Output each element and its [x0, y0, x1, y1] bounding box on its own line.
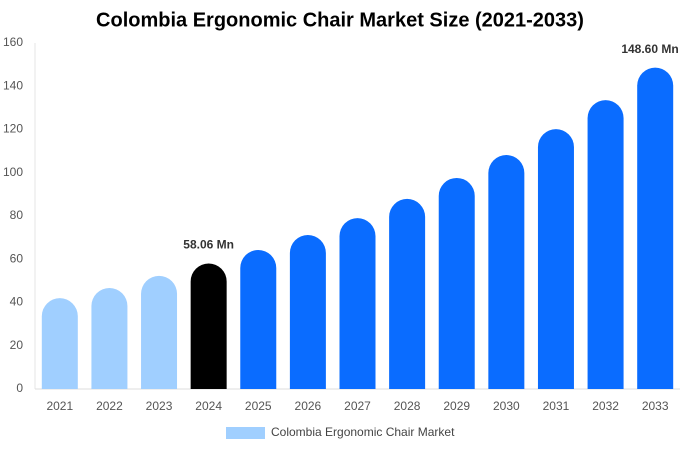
- bar: [91, 288, 128, 389]
- bar: [389, 198, 426, 389]
- x-tick-label: 2021: [46, 399, 73, 413]
- y-tick-label: 100: [3, 165, 23, 179]
- x-tick-label: 2023: [146, 399, 173, 413]
- bar: [488, 155, 525, 389]
- y-tick-label: 40: [10, 295, 24, 309]
- bar: [240, 249, 277, 389]
- y-tick-label: 140: [3, 78, 23, 92]
- bar: [190, 263, 227, 389]
- x-tick-label: 2026: [295, 399, 322, 413]
- bar: [41, 298, 78, 389]
- data-label: 148.60 Mn: [621, 42, 678, 56]
- y-tick-label: 160: [3, 35, 23, 49]
- y-tick-label: 20: [10, 338, 24, 352]
- y-tick-label: 80: [10, 208, 24, 222]
- bar: [141, 275, 178, 389]
- bar: [637, 67, 674, 389]
- bar: [537, 129, 574, 389]
- data-label: 58.06 Mn: [183, 238, 234, 252]
- x-tick-label: 2030: [493, 399, 520, 413]
- y-tick-label: 0: [16, 381, 23, 395]
- y-tick-label: 60: [10, 251, 24, 265]
- x-tick-label: 2033: [642, 399, 669, 413]
- x-tick-label: 2024: [195, 399, 222, 413]
- x-tick-label: 2029: [443, 399, 470, 413]
- bar: [587, 100, 624, 389]
- x-tick-label: 2032: [592, 399, 619, 413]
- bar: [289, 235, 326, 389]
- x-tick-label: 2022: [96, 399, 123, 413]
- bar: [438, 177, 475, 389]
- legend-swatch: [226, 427, 265, 439]
- x-tick-label: 2031: [543, 399, 570, 413]
- x-tick-label: 2028: [394, 399, 421, 413]
- x-tick-label: 2027: [344, 399, 371, 413]
- y-tick-label: 120: [3, 122, 23, 136]
- bar: [339, 218, 376, 389]
- legend-label: Colombia Ergonomic Chair Market: [271, 425, 455, 439]
- chart-title: Colombia Ergonomic Chair Market Size (20…: [96, 9, 584, 31]
- x-tick-label: 2025: [245, 399, 272, 413]
